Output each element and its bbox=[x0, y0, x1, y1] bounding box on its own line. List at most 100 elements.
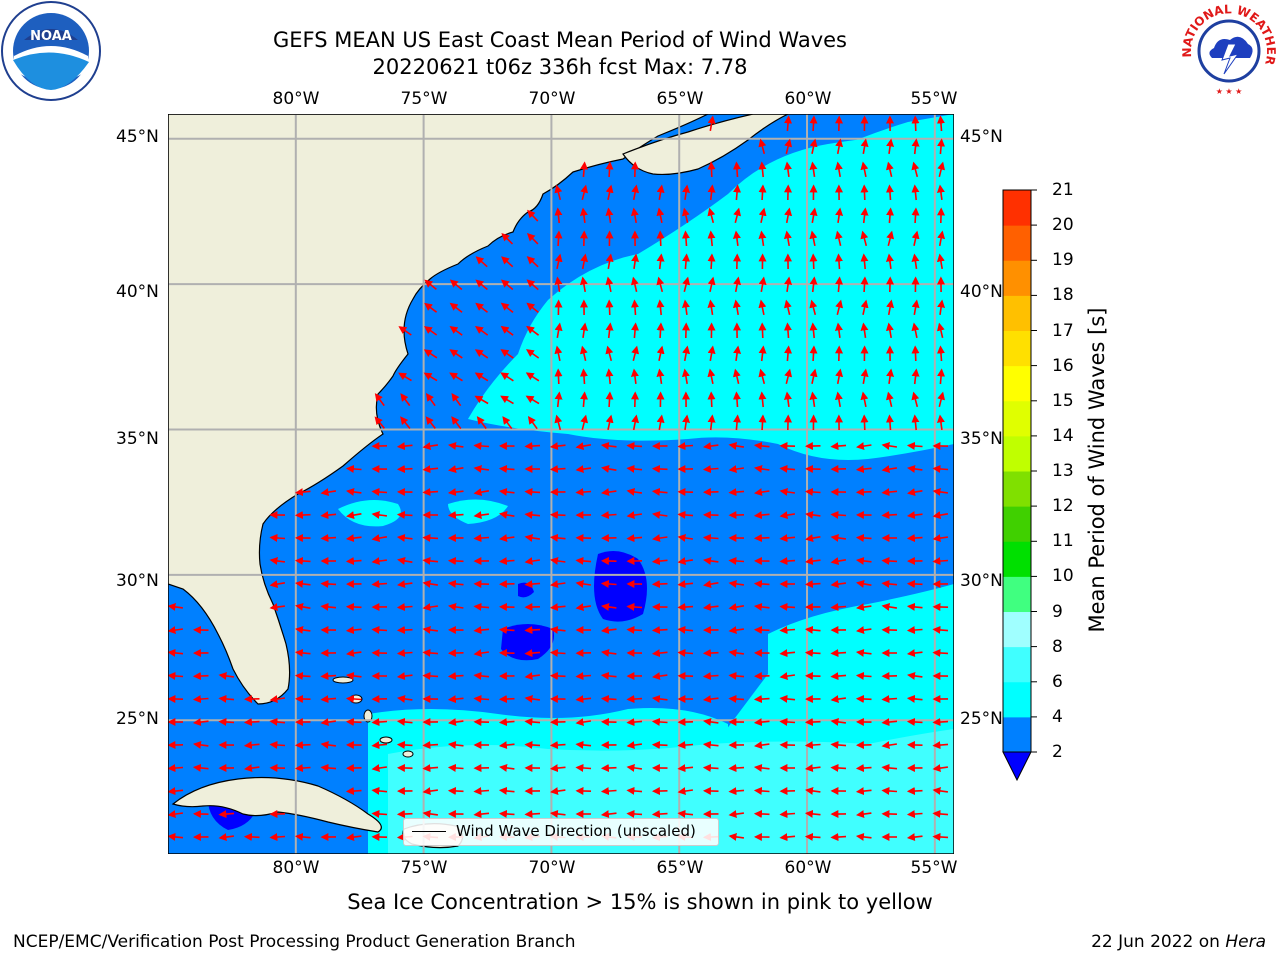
wind-wave-arrow bbox=[860, 207, 869, 224]
wind-wave-arrow bbox=[651, 626, 668, 635]
wind-wave-arrow bbox=[424, 302, 438, 313]
wind-wave-arrow bbox=[499, 510, 515, 519]
wind-wave-arrow bbox=[779, 672, 796, 681]
wind-wave-arrow bbox=[549, 741, 566, 750]
wind-wave-arrow bbox=[396, 810, 413, 819]
wind-wave-arrow bbox=[397, 694, 413, 703]
wind-wave-arrow bbox=[269, 695, 286, 704]
land-north-america bbox=[168, 114, 709, 705]
wind-wave-arrow bbox=[498, 557, 515, 566]
colorbar-tick-label: 12 bbox=[1052, 496, 1074, 517]
wind-wave-arrow bbox=[856, 810, 872, 819]
wind-wave-arrow bbox=[527, 209, 539, 222]
wind-wave-arrow bbox=[447, 740, 464, 749]
wind-wave-arrow bbox=[473, 511, 490, 520]
wind-wave-arrow bbox=[473, 694, 490, 703]
wind-wave-arrow bbox=[473, 626, 490, 635]
wind-wave-arrow bbox=[830, 763, 847, 772]
wind-wave-arrow bbox=[448, 441, 464, 450]
footer-host: Hera bbox=[1225, 932, 1266, 952]
colorbar-segment bbox=[1003, 225, 1031, 261]
land-bahamas bbox=[332, 676, 414, 758]
wind-wave-arrow bbox=[809, 161, 818, 178]
wind-wave-arrow bbox=[886, 207, 895, 224]
wind-wave-arrow bbox=[346, 649, 362, 658]
wind-wave-arrow bbox=[677, 625, 694, 634]
wind-wave-arrow bbox=[830, 649, 847, 658]
wind-wave-arrow bbox=[856, 626, 872, 635]
wind-wave-arrow bbox=[804, 648, 821, 657]
wind-wave-arrow bbox=[243, 832, 260, 841]
wind-wave-arrow bbox=[422, 787, 439, 796]
wind-wave-arrow bbox=[397, 556, 413, 565]
wind-wave-arrow bbox=[601, 602, 617, 611]
wind-wave-arrow bbox=[758, 161, 767, 178]
wind-wave-arrow bbox=[580, 253, 589, 270]
wind-wave-arrow bbox=[345, 717, 362, 726]
wind-wave-arrow bbox=[809, 368, 818, 384]
wind-wave-arrow bbox=[651, 487, 668, 496]
wind-wave-arrow bbox=[396, 649, 413, 658]
wind-wave-arrow bbox=[809, 322, 818, 339]
wind-wave-arrow bbox=[575, 488, 592, 497]
wind-wave-arrow bbox=[451, 393, 462, 407]
lon-label-bottom: 80°W bbox=[272, 858, 320, 878]
colorbar-segment bbox=[1003, 400, 1031, 437]
wind-wave-arrow bbox=[501, 256, 514, 268]
wind-wave-arrow bbox=[860, 276, 869, 293]
wind-wave-arrow bbox=[631, 322, 640, 339]
wind-wave-arrow bbox=[269, 740, 286, 749]
wave-period-region-under-2 bbox=[501, 624, 554, 661]
wind-wave-arrow bbox=[677, 580, 694, 589]
wind-wave-arrow bbox=[600, 810, 617, 819]
wind-wave-arrow bbox=[758, 299, 767, 316]
wind-wave-arrow bbox=[630, 207, 639, 224]
colorbar-segment bbox=[1003, 260, 1031, 296]
wind-wave-arrow bbox=[753, 718, 770, 727]
wind-wave-arrow bbox=[702, 672, 719, 681]
wind-wave-arrow bbox=[474, 372, 489, 382]
footer-date: 22 Jun 2022 on Hera bbox=[1091, 932, 1266, 952]
wind-wave-arrow bbox=[374, 393, 385, 407]
wind-wave-arrow bbox=[753, 602, 770, 611]
colorbar-tick-label: 11 bbox=[1052, 531, 1074, 552]
lat-label-right: 30°N bbox=[960, 571, 1003, 591]
wind-wave-arrow bbox=[779, 717, 796, 726]
wind-wave-arrow bbox=[600, 511, 617, 520]
wind-wave-arrow bbox=[860, 391, 869, 408]
wind-wave-arrow bbox=[652, 672, 668, 681]
wind-wave-arrow bbox=[677, 741, 694, 750]
wind-wave-arrow bbox=[651, 557, 668, 566]
lon-label-top: 70°W bbox=[528, 89, 576, 109]
wind-wave-arrow bbox=[677, 603, 694, 612]
wind-wave-arrow bbox=[681, 230, 690, 247]
wind-wave-arrow bbox=[345, 787, 362, 796]
wind-wave-arrow bbox=[294, 579, 311, 588]
wind-wave-arrow bbox=[295, 602, 311, 611]
wind-wave-arrow bbox=[758, 207, 767, 223]
wind-wave-arrow bbox=[476, 416, 487, 430]
wind-wave-arrow bbox=[498, 487, 515, 496]
wind-wave-arrow bbox=[575, 603, 592, 612]
wind-wave-arrow bbox=[601, 488, 617, 497]
wind-wave-arrow bbox=[554, 184, 563, 201]
wind-wave-arrow bbox=[906, 649, 923, 658]
wind-wave-arrow bbox=[498, 718, 515, 727]
wind-wave-arrow bbox=[626, 602, 643, 611]
wind-wave-arrow bbox=[651, 464, 668, 473]
wind-wave-arrow bbox=[473, 671, 490, 680]
wind-wave-arrow bbox=[783, 230, 792, 247]
wind-wave-arrow bbox=[860, 184, 869, 201]
wind-wave-arrow bbox=[396, 465, 413, 474]
wind-wave-arrow bbox=[447, 695, 464, 704]
wind-wave-arrow bbox=[168, 764, 184, 773]
wind-wave-arrow bbox=[475, 325, 489, 336]
wind-wave-arrow bbox=[830, 533, 847, 542]
colorbar-tick-label: 19 bbox=[1052, 250, 1074, 271]
wind-wave-arrow bbox=[911, 138, 920, 155]
wind-wave-arrow bbox=[656, 276, 665, 293]
wind-wave-arrow bbox=[294, 556, 311, 565]
colorbar-title: Mean Period of Wind Waves [s] bbox=[1085, 307, 1109, 633]
wind-wave-arrow bbox=[753, 763, 770, 772]
wind-wave-arrow bbox=[600, 626, 617, 635]
